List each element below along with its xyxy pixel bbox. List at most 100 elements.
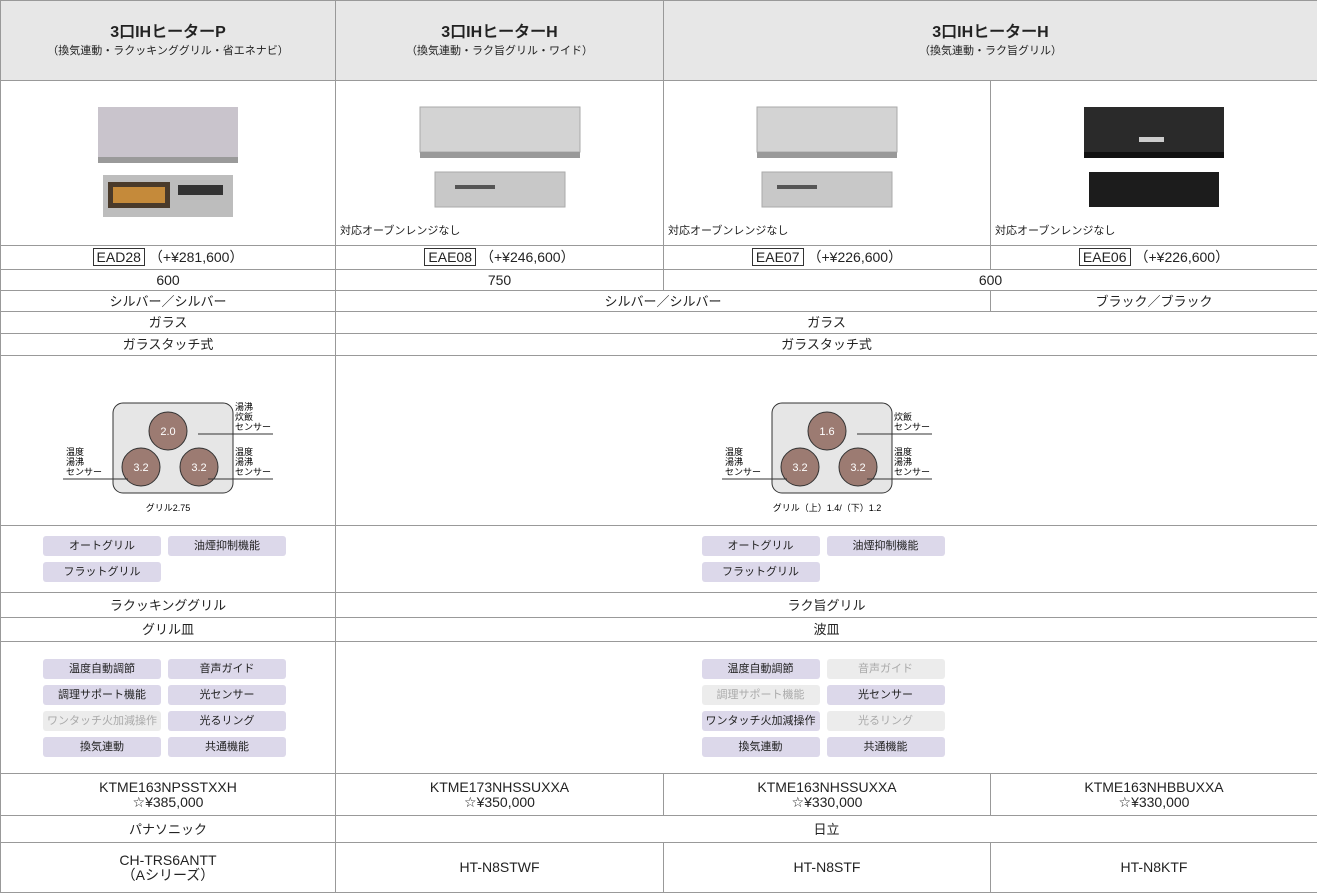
- sensor-label: センサー: [894, 422, 930, 432]
- product-image: [752, 97, 902, 227]
- sensor-label: 湯沸: [725, 456, 743, 467]
- grill-pan: 波皿: [336, 618, 1317, 642]
- oven-code: EAD28: [93, 248, 145, 266]
- sensor-label: 湯沸: [235, 401, 253, 412]
- model: KTME173NHSSUXXA: [336, 780, 663, 795]
- oven-price: （+¥281,600）: [149, 249, 244, 265]
- hood-cell: CH-TRS6ANTT（Aシリーズ）: [1, 843, 336, 893]
- header-cell: 3口IHヒーターH（換気連動・ラク旨グリル・ワイド）: [336, 1, 664, 81]
- maker: パナソニック: [1, 816, 336, 843]
- model-price: ☆¥330,000: [664, 795, 990, 810]
- color: シルバー／シルバー: [336, 291, 991, 312]
- feature-tag: 光センサー: [168, 685, 286, 705]
- burner-power: 3.2: [792, 462, 807, 474]
- grill-pan: グリル皿: [1, 618, 336, 642]
- width: 600: [1, 270, 336, 291]
- model-price: ☆¥385,000: [1, 795, 335, 810]
- model-price: ☆¥330,000: [991, 795, 1317, 810]
- oven-note: 対応オーブンレンジなし: [995, 224, 1115, 239]
- oven-price: （+¥226,600）: [1135, 249, 1230, 265]
- oven-note: 対応オーブンレンジなし: [340, 224, 460, 239]
- feature-tag: 共通機能: [168, 737, 286, 757]
- burner-power: 1.6: [819, 426, 834, 438]
- image-cell: 対応オーブンレンジなし: [336, 81, 664, 246]
- feature-tag: オートグリル: [43, 536, 161, 556]
- hood: HT-N8STWF: [336, 843, 664, 893]
- oven-cell: EAE06（+¥226,600）: [991, 246, 1317, 270]
- color: シルバー／シルバー: [1, 291, 336, 312]
- operation: ガラスタッチ式: [336, 334, 1317, 356]
- oven-cell: EAE08（+¥246,600）: [336, 246, 664, 270]
- header-cell: 3口IHヒーターP（換気連動・ラクッキンググリル・省エネナビ）: [1, 1, 336, 81]
- feature-tag: 油煙抑制機能: [827, 536, 945, 556]
- feature-tag: 音声ガイド: [827, 659, 945, 679]
- feature-tag: 光るリング: [168, 711, 286, 731]
- image-cell: [1, 81, 336, 246]
- model: KTME163NHBBUXXA: [991, 780, 1317, 795]
- feature-tag: ワンタッチ火加減操作: [702, 711, 820, 731]
- feature-cell: 温度自動調節音声ガイド調理サポート機能光センサーワンタッチ火加減操作光るリング換…: [1, 642, 336, 774]
- sensor-label: 温度: [894, 446, 912, 457]
- feature-tag: 調理サポート機能: [43, 685, 161, 705]
- hood: HT-N8KTF: [991, 843, 1317, 893]
- feature-tag: フラットグリル: [702, 562, 820, 582]
- tag-list: 温度自動調節音声ガイド調理サポート機能光センサーワンタッチ火加減操作光るリング換…: [43, 659, 293, 757]
- grill-feature-cell: オートグリル油煙抑制機能フラットグリル: [336, 526, 1317, 593]
- top-plate: ガラス: [1, 312, 336, 334]
- width: 600: [664, 270, 1317, 291]
- oven-price: （+¥246,600）: [480, 249, 575, 265]
- sensor-label: センサー: [235, 467, 271, 477]
- header-subtitle: （換気連動・ラクッキンググリル・省エネナビ）: [1, 44, 335, 59]
- feature-tag: 音声ガイド: [168, 659, 286, 679]
- burner-power: 3.2: [133, 462, 148, 474]
- hood: HT-N8STF: [664, 843, 991, 893]
- feature-tag: 換気連動: [702, 737, 820, 757]
- feature-tag: 油煙抑制機能: [168, 536, 286, 556]
- image-cell: 対応オーブンレンジなし: [664, 81, 991, 246]
- model: KTME163NHSSUXXA: [664, 780, 990, 795]
- sensor-label: センサー: [894, 467, 930, 477]
- header-subtitle: （換気連動・ラク旨グリル・ワイド）: [336, 44, 663, 59]
- grill-capacity: グリル（上）1.4/（下）1.2: [772, 502, 881, 513]
- model-cell: KTME163NHSSUXXA☆¥330,000: [664, 774, 991, 816]
- feature-tag: 光センサー: [827, 685, 945, 705]
- color: ブラック／ブラック: [991, 291, 1317, 312]
- sensor-label: 湯沸: [894, 456, 912, 467]
- burner-power: 3.2: [850, 462, 865, 474]
- feature-tag: 共通機能: [827, 737, 945, 757]
- grill-name: ラク旨グリル: [336, 593, 1317, 618]
- operation: ガラスタッチ式: [1, 334, 336, 356]
- sensor-label: 湯沸: [235, 456, 253, 467]
- header-title: 3口IHヒーターH: [664, 22, 1317, 44]
- sensor-label: 炊飯: [235, 411, 253, 422]
- sensor-label: 温度: [235, 446, 253, 457]
- model-price: ☆¥350,000: [336, 795, 663, 810]
- top-plate: ガラス: [336, 312, 1317, 334]
- feature-tag: フラットグリル: [43, 562, 161, 582]
- oven-note: 対応オーブンレンジなし: [668, 224, 788, 239]
- width: 750: [336, 270, 664, 291]
- burner-power: 3.2: [191, 462, 206, 474]
- product-image: [88, 97, 248, 227]
- feature-tag: 温度自動調節: [702, 659, 820, 679]
- model-cell: KTME173NHSSUXXA☆¥350,000: [336, 774, 664, 816]
- grill-name: ラクッキンググリル: [1, 593, 336, 618]
- sensor-label: 湯沸: [66, 456, 84, 467]
- tag-list: 温度自動調節音声ガイド調理サポート機能光センサーワンタッチ火加減操作光るリング換…: [702, 659, 952, 757]
- tag-list: オートグリル油煙抑制機能フラットグリル: [702, 536, 952, 582]
- product-image: [415, 97, 585, 227]
- header-subtitle: （換気連動・ラク旨グリル）: [664, 44, 1317, 59]
- oven-code: EAE06: [1079, 248, 1131, 266]
- sensor-label: 温度: [725, 446, 743, 457]
- feature-tag: 光るリング: [827, 711, 945, 731]
- sensor-label: センサー: [725, 467, 761, 477]
- model-cell: KTME163NPSSTXXH☆¥385,000: [1, 774, 336, 816]
- hood: CH-TRS6ANTT: [1, 853, 335, 868]
- feature-cell: 温度自動調節音声ガイド調理サポート機能光センサーワンタッチ火加減操作光るリング換…: [336, 642, 1317, 774]
